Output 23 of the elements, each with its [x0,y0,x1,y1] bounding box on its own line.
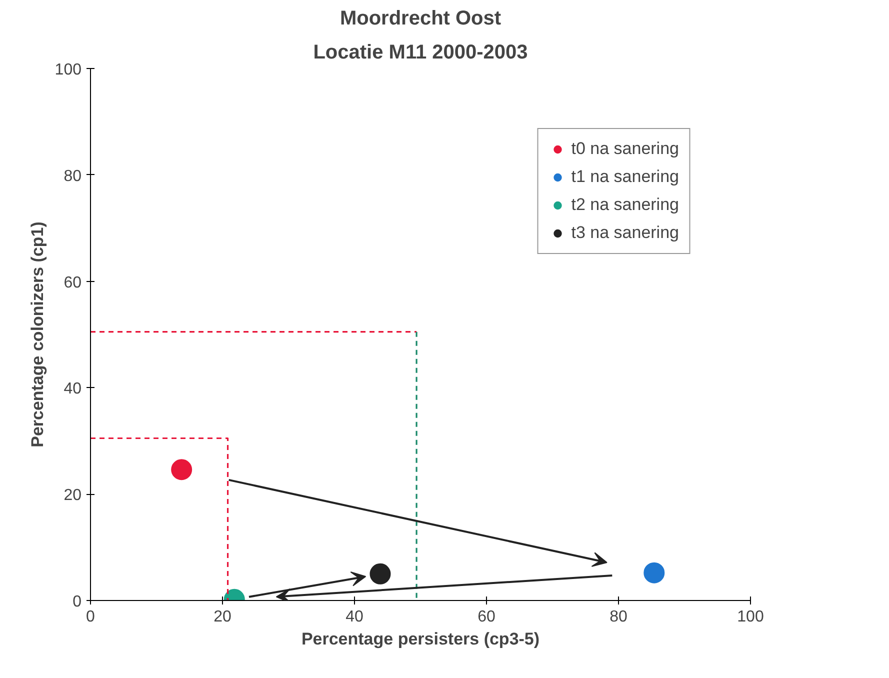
point [644,562,665,584]
y-axis-title: Percentage colonizers (cp1) [28,222,47,448]
x-tick-label: 100 [737,608,764,626]
point [370,563,391,584]
x-tick-label: 20 [214,608,232,626]
legend-label: t3 na sanering [571,223,679,243]
x-axis-title: Percentage persisters (cp3-5) [301,630,540,648]
x-tick-label: 0 [86,608,96,626]
point [171,459,192,480]
legend-label: t1 na sanering [571,167,679,187]
y-tick-label: 80 [64,168,82,185]
chart-title: Moordrecht Oost [340,8,502,30]
legend-label: t2 na sanering [571,195,679,215]
y-tick-label: 100 [54,62,82,78]
legend-label: t0 na sanering [571,139,679,159]
y-tick-label: 60 [64,274,82,292]
chart-subtitle: Locatie M11 2000-2003 [313,42,528,64]
y-tick-label: 20 [64,487,82,504]
x-tick-label: 80 [610,608,628,626]
y-tick-label: 40 [64,380,82,398]
x-tick-label: 60 [478,608,496,626]
y-tick-label: 0 [72,594,82,610]
x-tick-label: 40 [346,608,364,626]
